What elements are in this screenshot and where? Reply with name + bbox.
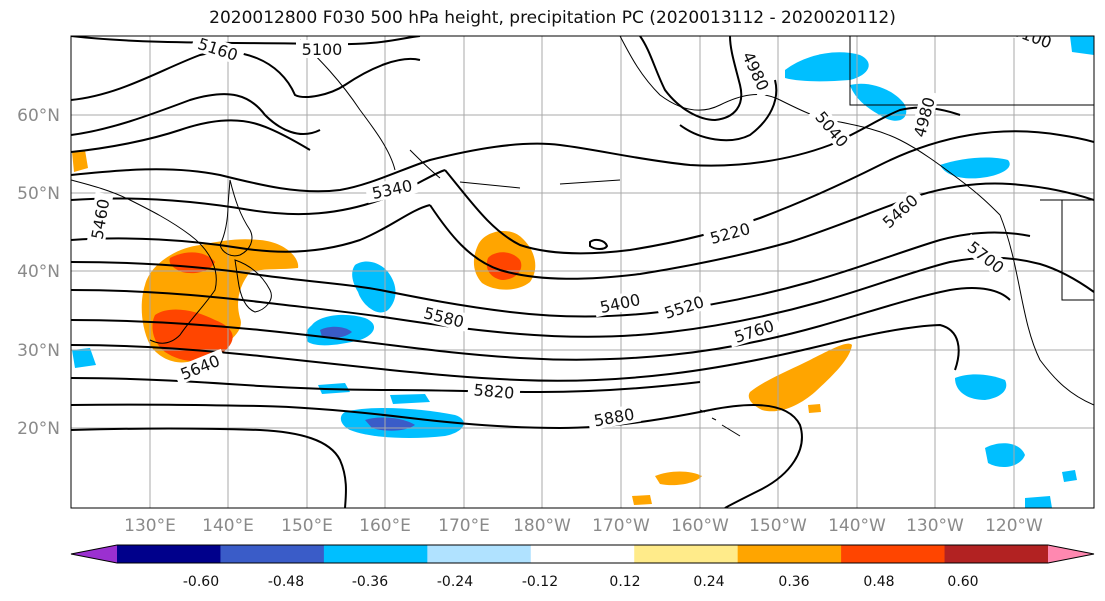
colorbar-outline (70, 544, 1095, 564)
lon-label: 180°W (513, 516, 571, 536)
colorbar-segment (117, 545, 221, 563)
colorbar-tick-label: -0.48 (268, 574, 304, 590)
colorbar-segment (530, 545, 635, 563)
lat-label: 40°N (17, 262, 60, 282)
lat-label: 20°N (17, 419, 60, 439)
lon-label: 130°W (906, 516, 964, 536)
colorbar-tick-label: 0.48 (863, 574, 894, 590)
lon-label: 130°E (124, 516, 176, 536)
lon-label: 140°W (828, 516, 886, 536)
colorbar-tick-label: -0.24 (437, 574, 473, 590)
colorbar-segment (737, 545, 842, 563)
map-border (70, 35, 1095, 509)
lon-label: 170°E (438, 516, 490, 536)
lon-label: 160°E (359, 516, 411, 536)
colorbar (70, 544, 1095, 564)
lat-label: 30°N (17, 341, 60, 361)
lon-label: 150°W (749, 516, 807, 536)
colorbar-segment (944, 545, 1049, 563)
colorbar-segment (841, 545, 946, 563)
colorbar-segment (634, 545, 739, 563)
lon-label: 160°W (671, 516, 729, 536)
contour-label: 5100 (302, 40, 343, 59)
colorbar-extend-high (1048, 545, 1094, 563)
lat-label: 50°N (17, 184, 60, 204)
colorbar-extend-low (71, 545, 117, 563)
lon-label: 120°W (985, 516, 1043, 536)
map-title: 2020012800 F030 500 hPa height, precipit… (209, 8, 896, 28)
latitude-labels: 60°N 50°N 40°N 30°N 20°N (17, 106, 60, 439)
colorbar-segment (220, 545, 325, 563)
lon-label: 140°E (202, 516, 254, 536)
colorbar-segment (323, 545, 428, 563)
colorbar-tick-label: -0.36 (352, 574, 388, 590)
colorbar-tick-label: 0.24 (693, 574, 724, 590)
lon-label: 150°E (281, 516, 333, 536)
contour-label: 5820 (473, 380, 515, 402)
colorbar-segment (427, 545, 532, 563)
colorbar-tick-label: -0.12 (522, 574, 558, 590)
colorbar-tick-label: 0.60 (947, 574, 978, 590)
colorbar-tick-label: 0.36 (778, 574, 809, 590)
lon-label: 170°W (592, 516, 650, 536)
colorbar-tick-label: -0.60 (183, 574, 219, 590)
lat-label: 60°N (17, 106, 60, 126)
longitude-labels: 130°E 140°E 150°E 160°E 170°E 180°W 170°… (124, 516, 1043, 536)
colorbar-ticks: -0.60 -0.48 -0.36 -0.24 -0.12 0.12 0.24 … (183, 574, 979, 590)
colorbar-tick-label: 0.12 (609, 574, 640, 590)
